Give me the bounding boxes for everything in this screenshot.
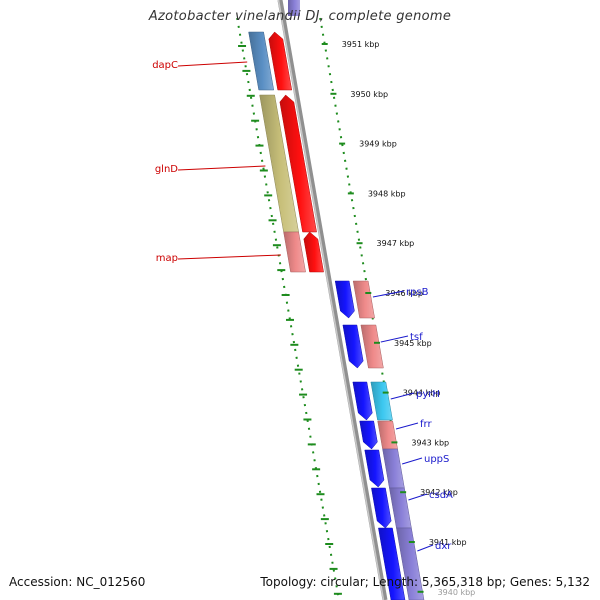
gene-label-upps: uppS [424, 454, 449, 465]
cds-map-arrow [303, 231, 324, 273]
backbone-strand [277, 0, 388, 600]
leader-map [177, 254, 281, 260]
tick-label-3943-kbp: 3943 kbp [411, 438, 449, 447]
cds-pyrh-arrow [352, 381, 373, 421]
cds-csda-arrow [371, 487, 392, 529]
gene-label-glnd: glnD [155, 164, 178, 175]
map-title: Azotobacter vinelandii DJ, complete geno… [148, 9, 452, 24]
cds-tsf-arrow [342, 324, 364, 369]
leader-rpsb [372, 290, 405, 298]
leader-pyrh [390, 392, 415, 400]
feature-csda [389, 487, 412, 529]
feature-frr [377, 420, 398, 450]
tick-label-3951-kbp: 3951 kbp [342, 40, 380, 49]
tick-label-3947-kbp: 3947 kbp [377, 239, 415, 248]
cds-dapc-arrow [268, 31, 293, 91]
feature-pyrh [370, 381, 393, 421]
tick-label-3940-kbp: 3940 kbp [438, 588, 476, 597]
tick-label-3944-kbp: 3944 kbp [403, 389, 441, 398]
cds-dxr-arrow [378, 527, 406, 600]
tick-label-3949-kbp: 3949 kbp [359, 140, 397, 149]
feature-upps [382, 448, 405, 489]
leader-csda [408, 493, 428, 501]
feature-rpsb [352, 280, 375, 319]
tick-label-3948-kbp: 3948 kbp [368, 189, 406, 198]
leader-upps [402, 457, 423, 465]
cds-upps-arrow [364, 449, 385, 488]
leader-frr [395, 422, 419, 430]
feature-dxr [396, 527, 425, 600]
tick-label-3945-kbp: 3945 kbp [394, 339, 432, 348]
label-layer: dapC glnD map rpsB tsf pyrH frr uppS csdA dxr [152, 60, 453, 552]
tick-label-3946-kbp: 3946 kbp [385, 289, 423, 298]
top-feature [288, 0, 300, 16]
gene-label-map: map [156, 253, 178, 264]
cds-rpsb-arrow [334, 280, 355, 319]
feature-dapc [248, 31, 275, 91]
leader-dapc [177, 61, 248, 67]
gene-label-dxr: dxr [435, 541, 452, 552]
feature-map [283, 231, 306, 273]
tick-label-3941-kbp: 3941 kbp [429, 538, 467, 547]
feature-tsf [360, 324, 384, 369]
tick-label-3942-kbp: 3942 kbp [420, 488, 458, 497]
gene-label-rpsb: rpsB [406, 287, 429, 298]
gene-label-frr: frr [420, 419, 432, 430]
feature-layer [248, 0, 425, 600]
topology-label: Topology: circular; Length: 5,365,318 bp… [260, 575, 590, 589]
leader-dxr [417, 544, 434, 552]
gene-label-pyrh: pyrH [416, 389, 440, 400]
tick-layer: 3951 kbp 3950 kbp 3949 kbp 3948 kbp 3947 kbp… [238, 40, 475, 597]
accession-label: Accession: NC_012560 [9, 575, 146, 589]
gene-label-csda: csdA [429, 490, 453, 501]
leader-glnd [177, 165, 266, 171]
gene-label-tsf: tsf [410, 332, 423, 343]
leader-tsf [380, 335, 409, 343]
gene-label-dapc: dapC [152, 60, 178, 71]
backbone-layer [236, 0, 423, 600]
tick-label-3950-kbp: 3950 kbp [350, 90, 388, 99]
cds-frr-arrow [359, 420, 378, 450]
